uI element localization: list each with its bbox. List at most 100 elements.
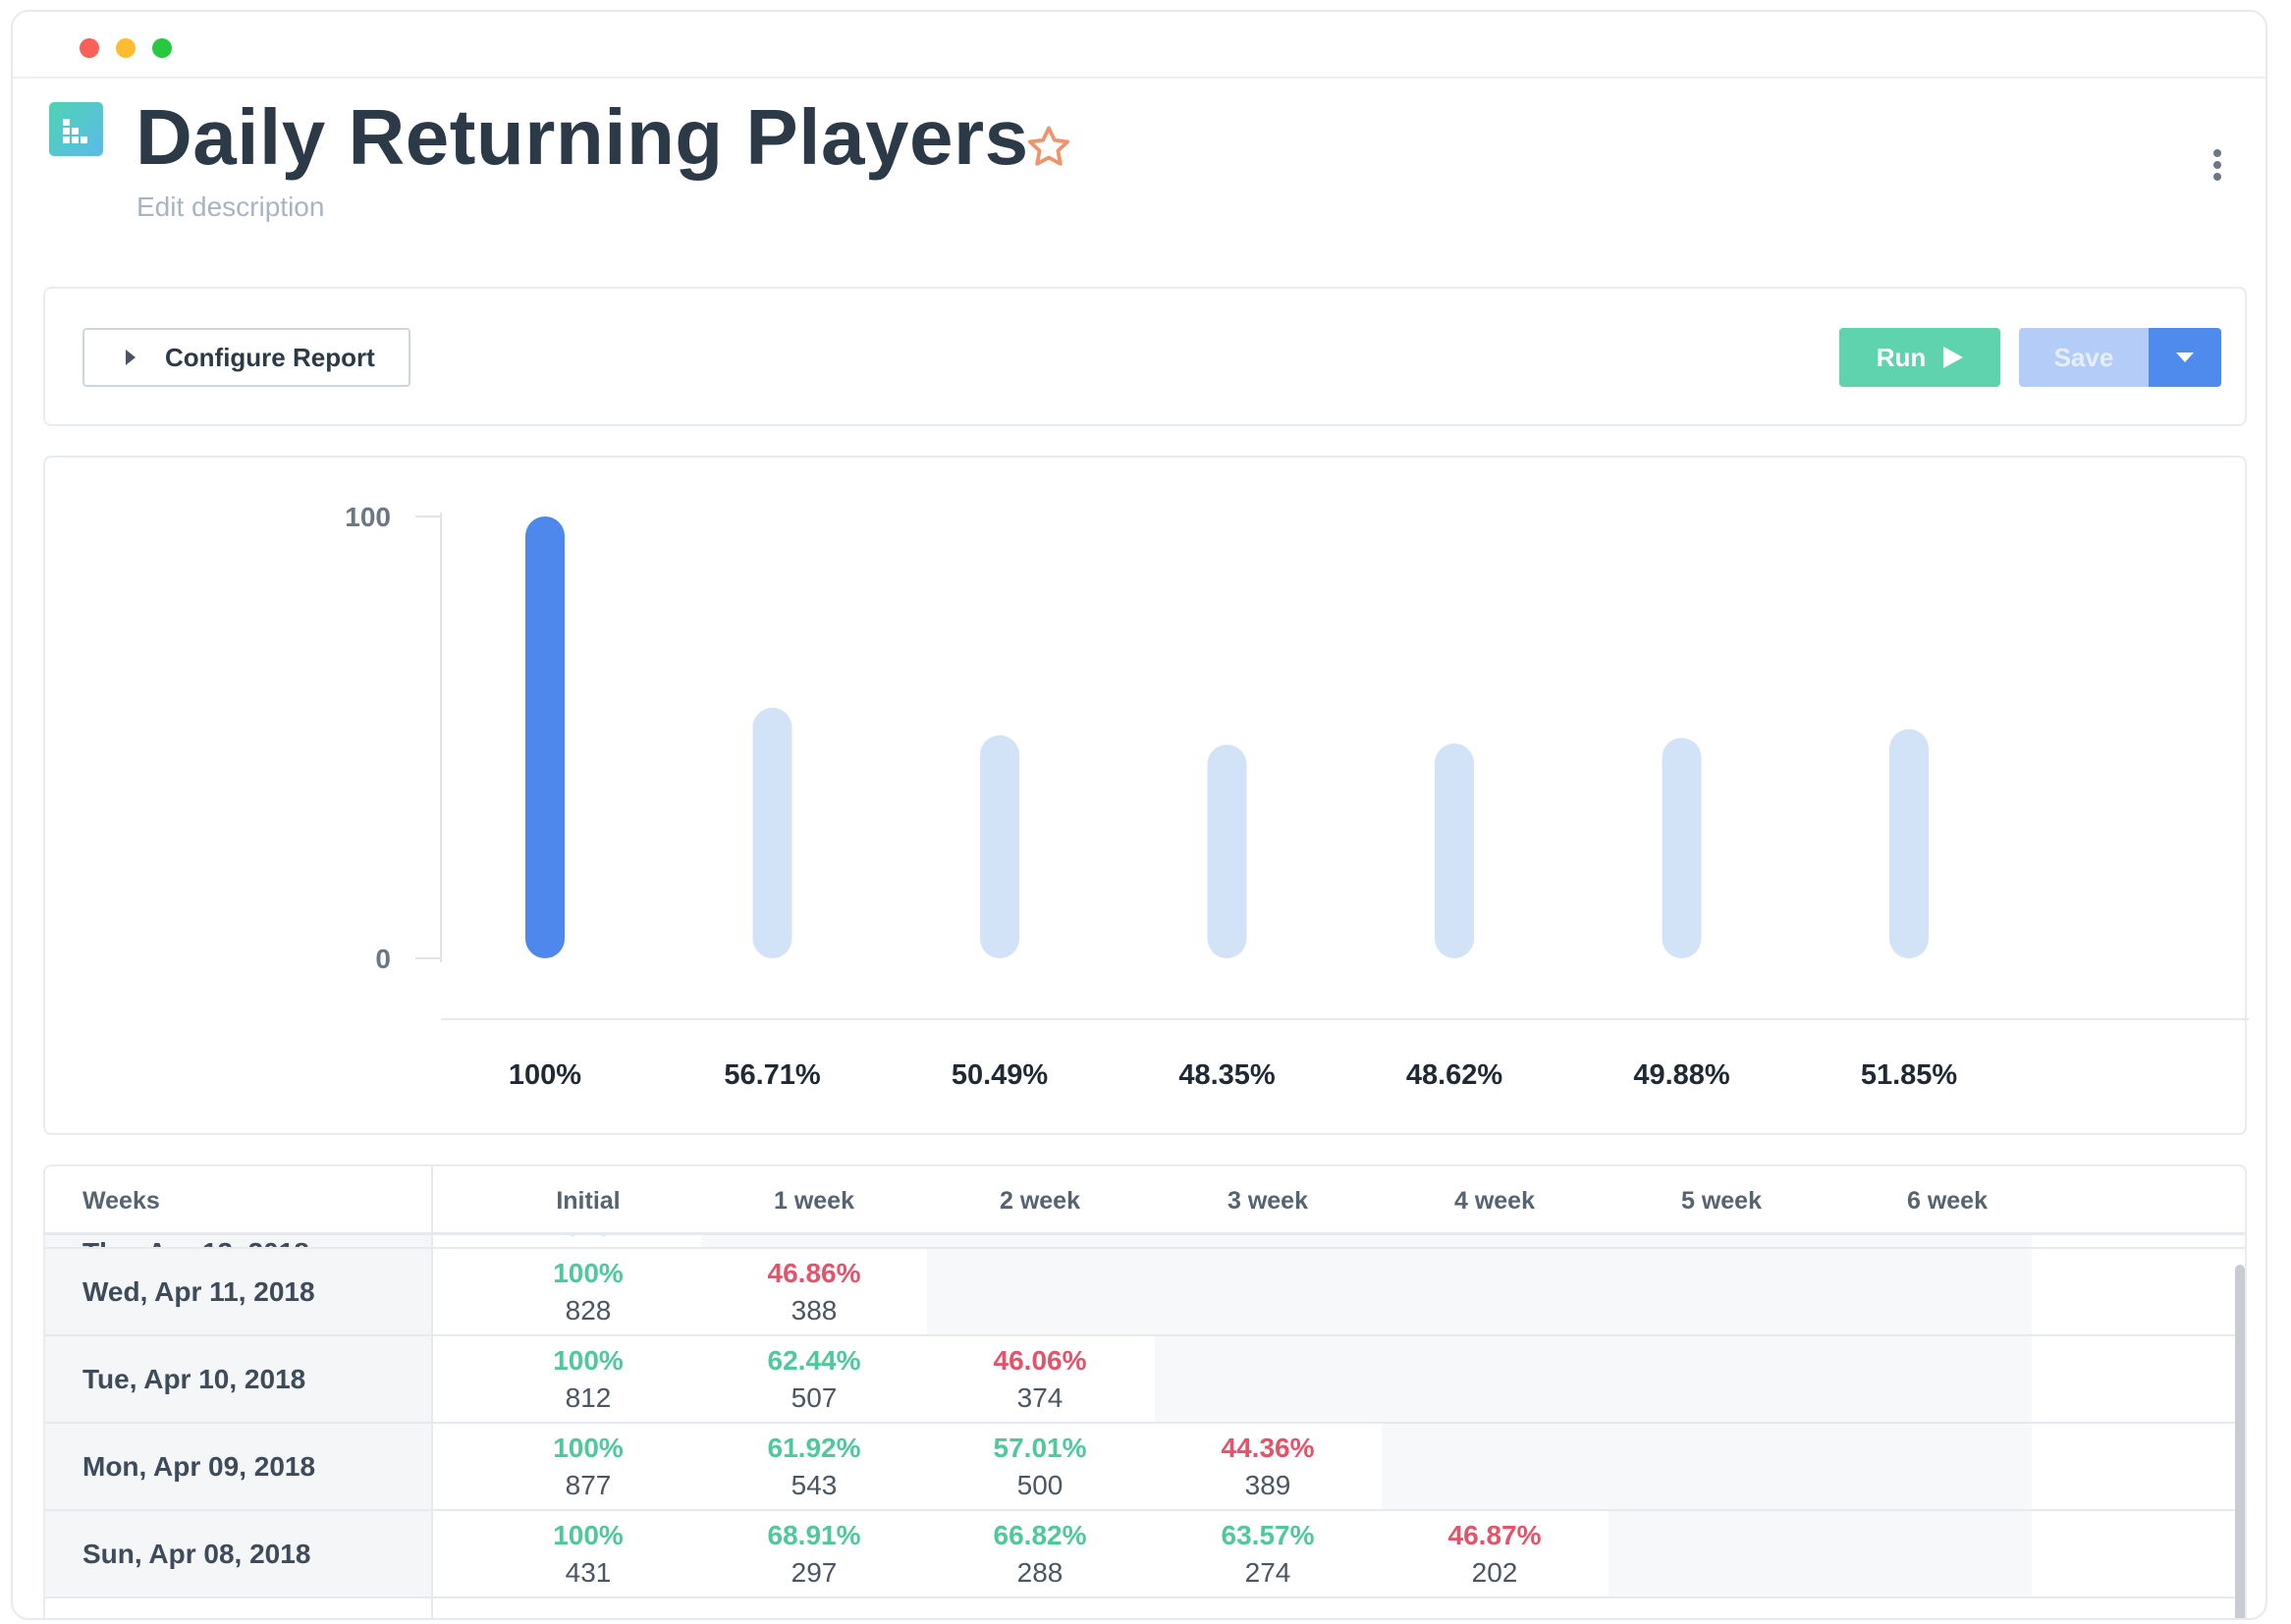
empty-cells: [1155, 1336, 2032, 1422]
column-header[interactable]: 2 week: [999, 1187, 1080, 1215]
table-cell[interactable]: 63.57% 274: [1155, 1511, 1381, 1597]
cell-count: 202: [1471, 1556, 1518, 1588]
column-header[interactable]: 5 week: [1680, 1187, 1762, 1215]
bar-value-label: 48.35%: [1178, 1059, 1276, 1091]
retention-chart-panel: 100 0 100% 56.71% 50.49% 48.35% 48.62% 49.88% 51…: [43, 456, 2249, 1135]
table-cell[interactable]: 100% 828: [475, 1249, 701, 1334]
retention-bar-chart: 100 0 100% 56.71% 50.49% 48.35% 48.62% 49.88% 51…: [345, 502, 2249, 1091]
cell-percentage: 46.86%: [767, 1257, 861, 1288]
cell-percentage: 44.36%: [1221, 1432, 1315, 1463]
cell-count: 812: [565, 1381, 612, 1413]
minimize-window-button[interactable]: [116, 38, 136, 58]
cell-count: 507: [791, 1381, 838, 1413]
cell-percentage: 57.01%: [993, 1432, 1087, 1463]
row-label: Mon, Apr 09, 2018: [45, 1424, 431, 1509]
config-panel: Configure Report Run Save: [43, 287, 2247, 426]
close-window-button[interactable]: [80, 38, 99, 58]
bar-value-label: 48.62%: [1406, 1059, 1503, 1091]
cell-percentage: 63.57%: [1221, 1519, 1315, 1550]
page-title: Daily Returning Players: [136, 93, 1029, 181]
cell-count: 500: [1016, 1469, 1064, 1500]
table-cell[interactable]: 44.36% 389: [1155, 1424, 1381, 1509]
cell-count: 297: [791, 1556, 838, 1588]
chevron-down-icon: [2176, 352, 2194, 362]
row-label: Wed, Apr 11, 2018: [45, 1249, 431, 1334]
cell-count: 543: [791, 1469, 838, 1500]
table-row: Sun, Apr 08, 2018 100% 431 68.91% 297 66.82% 2…: [45, 1511, 2245, 1598]
cell-count: 828: [565, 1294, 612, 1326]
table-row: Mon, Apr 09, 2018 100% 877 61.92% 543 57.01% 5…: [45, 1424, 2245, 1511]
bar-1-week: [752, 707, 792, 958]
bar-2-week: [980, 734, 1019, 958]
maximize-window-button[interactable]: [152, 38, 172, 58]
star-outline-icon[interactable]: [1024, 123, 1073, 172]
table-body: Thu, Apr 12, 2018570Wed, Apr 11, 2018100…: [45, 1208, 2245, 1598]
column-divider: [431, 1166, 433, 1618]
table-cell[interactable]: 100% 431: [475, 1511, 701, 1597]
column-header[interactable]: 6 week: [1906, 1187, 1988, 1215]
configure-report-label: Configure Report: [165, 342, 375, 372]
bar-value-label: 100%: [509, 1059, 581, 1091]
bar-initial: [525, 516, 565, 958]
bar-4-week: [1435, 743, 1474, 958]
column-header[interactable]: 3 week: [1227, 1187, 1308, 1215]
cell-count: 288: [1016, 1556, 1064, 1588]
column-header[interactable]: 4 week: [1453, 1187, 1535, 1215]
edit-description-link[interactable]: Edit description: [136, 191, 325, 222]
table-cell[interactable]: 66.82% 288: [927, 1511, 1153, 1597]
empty-cells: [1609, 1511, 2032, 1597]
cell-count: 374: [1016, 1381, 1064, 1413]
row-label-text: Thu, Apr 12, 2018: [82, 1237, 309, 1247]
table-cell[interactable]: 62.44% 507: [701, 1336, 927, 1422]
column-header[interactable]: Initial: [556, 1187, 621, 1215]
table-cell[interactable]: 46.87% 202: [1382, 1511, 1608, 1597]
more-vertical-icon[interactable]: [2208, 149, 2227, 189]
y-tick-label: 100: [345, 502, 391, 532]
row-label: Tue, Apr 10, 2018: [45, 1336, 431, 1422]
cell-count: 877: [565, 1469, 612, 1500]
cell-count: 431: [565, 1556, 612, 1588]
cell-count: 389: [1244, 1469, 1291, 1500]
app-window: Daily Returning Players Edit description…: [11, 10, 2267, 1620]
empty-cells: [1382, 1424, 2032, 1509]
column-header[interactable]: 1 week: [773, 1187, 854, 1215]
table-cell[interactable]: 100% 812: [475, 1336, 701, 1422]
cell-count: 274: [1244, 1556, 1291, 1588]
table-row: Wed, Apr 11, 2018 100% 828 46.86% 388: [45, 1249, 2245, 1336]
cell-percentage: 68.91%: [767, 1519, 861, 1550]
save-button[interactable]: Save: [2019, 328, 2149, 387]
table-cell[interactable]: 100% 877: [475, 1424, 701, 1509]
cell-percentage: 100%: [553, 1344, 624, 1376]
table-cell[interactable]: 46.86% 388: [701, 1249, 927, 1334]
save-options-dropdown[interactable]: [2149, 328, 2221, 387]
bar-5-week: [1662, 737, 1702, 958]
cell-percentage: 46.87%: [1447, 1519, 1542, 1550]
cell-percentage: 46.06%: [993, 1344, 1087, 1376]
y-tick-label: 0: [375, 944, 391, 974]
bar-value-label: 51.85%: [1861, 1059, 1958, 1091]
empty-cells: [927, 1249, 2032, 1334]
window-titlebar: [13, 12, 2265, 79]
table-row: Tue, Apr 10, 2018 100% 812 62.44% 507 46.06% 3…: [45, 1336, 2245, 1424]
table-cell[interactable]: 61.92% 543: [701, 1424, 927, 1509]
cell-percentage: 66.82%: [993, 1519, 1087, 1550]
retention-table: Weeks Initial 1 week 2 week 3 week 4 wee…: [43, 1164, 2247, 1618]
report-grid-icon: [49, 102, 103, 156]
table-cell[interactable]: 46.06% 374: [927, 1336, 1153, 1422]
bar-value-label: 56.71%: [724, 1059, 821, 1091]
bar-3-week: [1207, 744, 1247, 958]
table-cell[interactable]: 68.91% 297: [701, 1511, 927, 1597]
column-header-weeks[interactable]: Weeks: [82, 1187, 160, 1215]
configure-report-button[interactable]: Configure Report: [82, 328, 410, 387]
cell-percentage: 100%: [553, 1432, 624, 1463]
run-button[interactable]: Run: [1839, 328, 2000, 387]
bar-6-week: [1889, 729, 1929, 958]
table-cell[interactable]: 57.01% 500: [927, 1424, 1153, 1509]
cell-percentage: 100%: [553, 1519, 624, 1550]
run-label: Run: [1876, 342, 1927, 372]
bar-value-label: 49.88%: [1633, 1059, 1730, 1091]
caret-right-icon: [126, 350, 136, 365]
table-header: Weeks Initial 1 week 2 week 3 week 4 wee…: [45, 1166, 2245, 1235]
cell-percentage: 62.44%: [767, 1344, 861, 1376]
table-scrollbar[interactable]: [2235, 1265, 2245, 1618]
